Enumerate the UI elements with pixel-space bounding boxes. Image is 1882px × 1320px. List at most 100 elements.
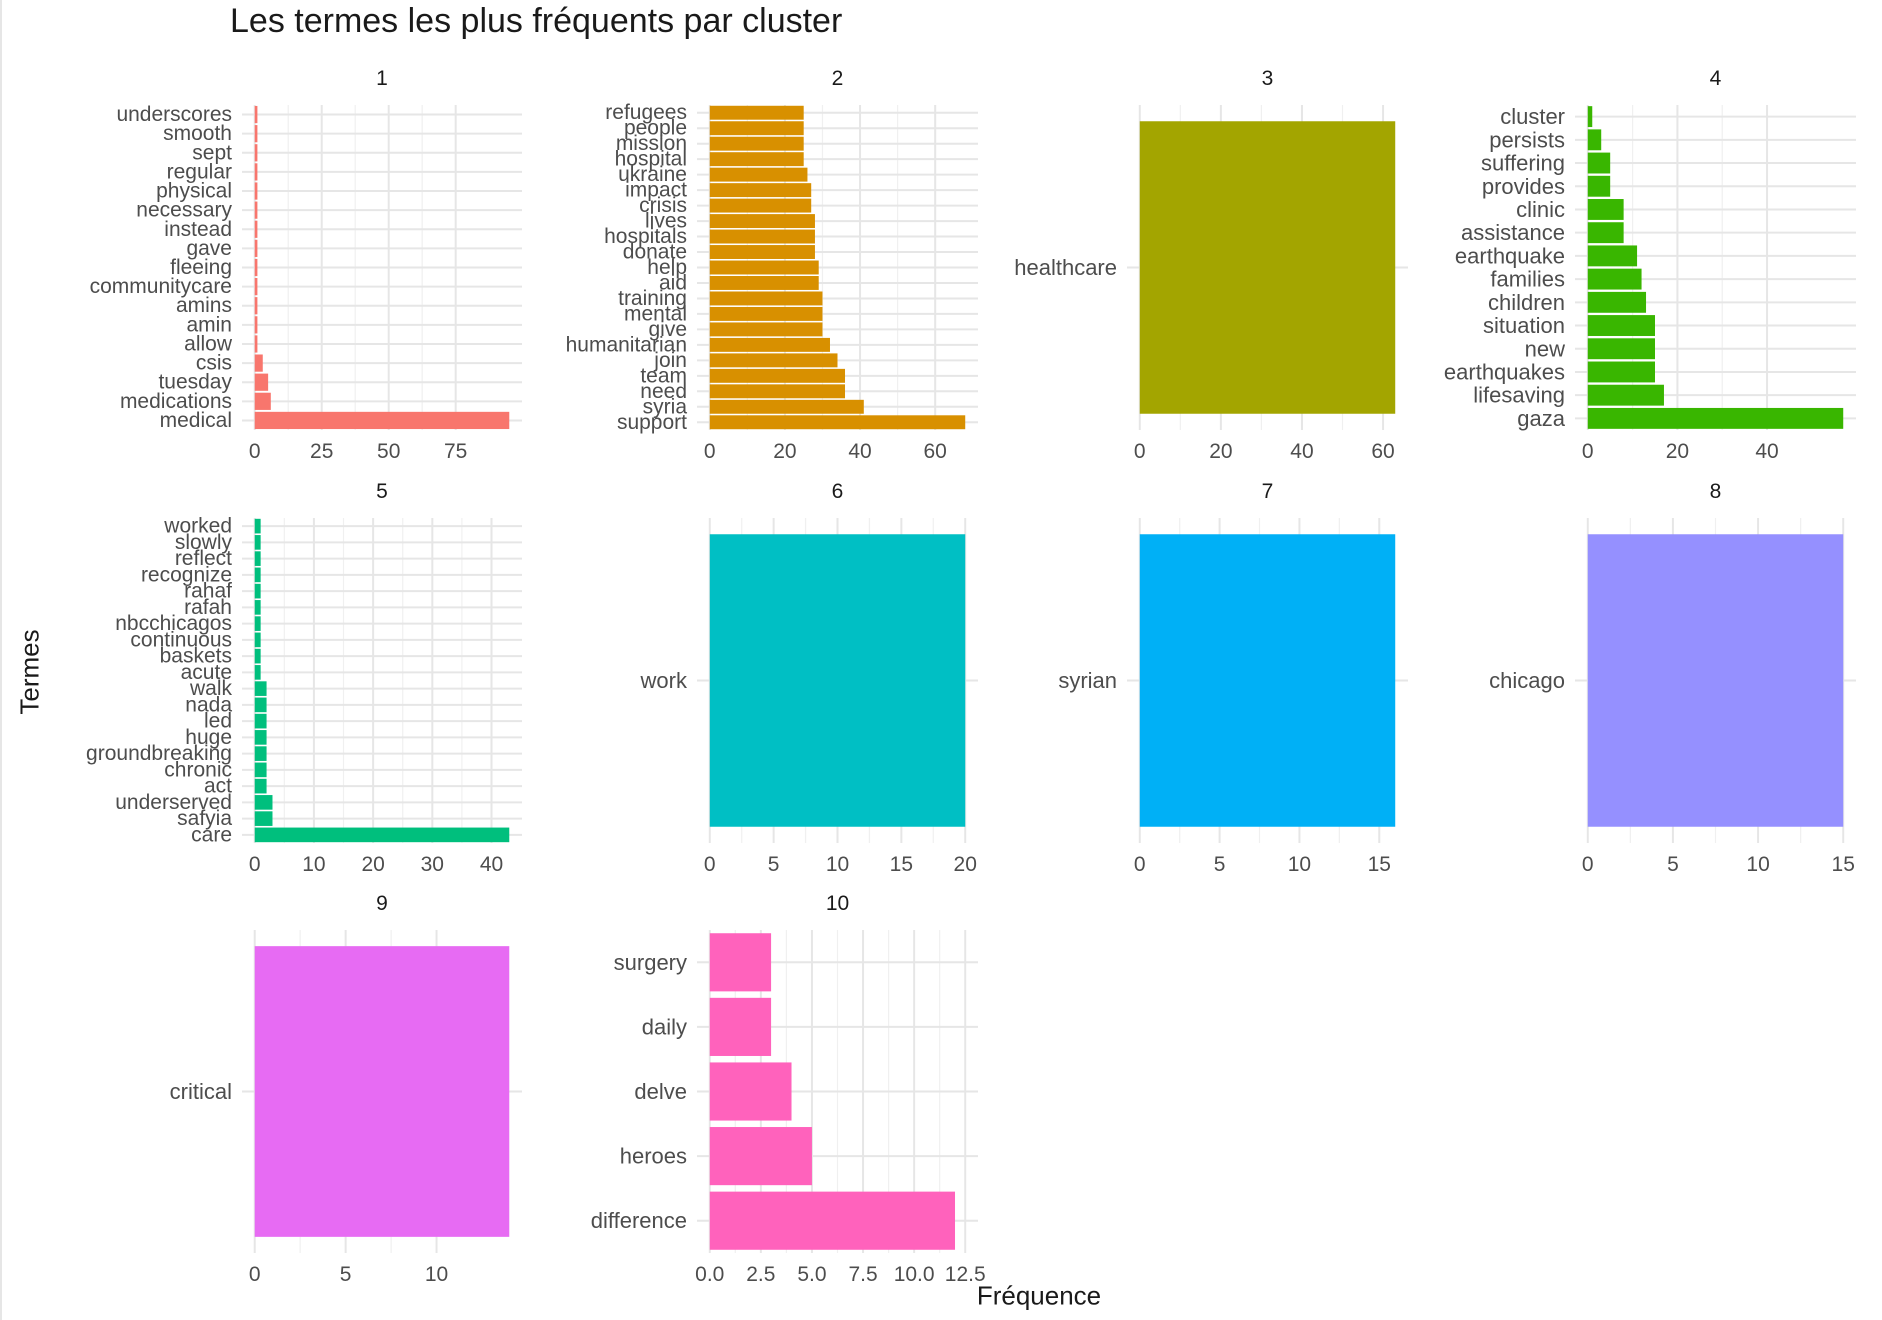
x-tick-label: 0 [1134, 853, 1146, 876]
category-tick-label: rahaf [184, 580, 232, 603]
bar [1587, 534, 1844, 827]
x-tick-label: 5 [1214, 853, 1226, 876]
category-tick-label: regular [167, 160, 232, 183]
category-tick-label: rafah [184, 596, 232, 619]
x-tick-label: 0 [249, 1263, 261, 1286]
category-tick-label: act [204, 775, 232, 798]
x-tick-label: 0 [249, 440, 261, 463]
facet-panel-7: syrian 0 5 10 15 7 [1058, 480, 1408, 876]
x-tick-label: 20 [1209, 440, 1232, 463]
bar [709, 384, 846, 399]
category-tick-label: families [1490, 267, 1565, 292]
category-tick-label: hospitals [604, 225, 687, 248]
category-tick-label: need [640, 380, 687, 403]
facet-panel-3: healthcare 0 20 40 60 3 [1014, 67, 1408, 463]
bar [254, 535, 261, 550]
x-tick-label: 30 [421, 853, 444, 876]
x-tick-label: 5 [768, 853, 780, 876]
category-tick-label: mission [616, 132, 687, 155]
bar [709, 245, 815, 259]
y-axis-title: Termes [14, 629, 45, 715]
x-tick-label: 75 [444, 440, 467, 463]
category-tick-label: underscores [116, 103, 232, 126]
bar [254, 730, 267, 745]
bar [1587, 129, 1602, 151]
x-tick-label: 0 [249, 853, 261, 876]
category-tick-label: sept [192, 141, 232, 164]
category-tick-label: daily [642, 1014, 687, 1039]
x-tick-label: 0 [704, 853, 716, 876]
bar [709, 337, 830, 352]
bar [254, 665, 261, 680]
bar [1587, 407, 1844, 429]
bar [254, 278, 258, 296]
category-tick-label: lives [645, 210, 687, 233]
category-tick-label: recognize [141, 563, 232, 586]
category-tick-label: amin [186, 313, 232, 336]
bar [709, 306, 823, 321]
x-tick-label: 10 [425, 1263, 448, 1286]
category-tick-label: huge [185, 726, 232, 749]
x-tick-label: 20 [1666, 440, 1689, 463]
x-tick-label: 10 [826, 853, 849, 876]
facet-strip-label: 6 [832, 480, 844, 503]
bar [709, 399, 864, 414]
category-tick-label: instead [164, 218, 232, 241]
category-tick-label: communitycare [90, 275, 232, 298]
x-tick-label: 20 [361, 853, 384, 876]
bar [254, 795, 273, 810]
category-tick-label: support [617, 411, 687, 434]
x-tick-label: 50 [377, 440, 400, 463]
bar [709, 152, 804, 167]
x-tick-label: 40 [1290, 440, 1313, 463]
facet-strip-label: 3 [1262, 67, 1274, 90]
category-tick-label: hospital [615, 148, 687, 171]
category-tick-label: people [624, 117, 687, 140]
category-tick-label: safyia [177, 807, 232, 830]
category-tick-label: provides [1482, 174, 1565, 199]
bar [254, 778, 267, 794]
bar [254, 762, 267, 778]
facet-strip-label: 7 [1262, 480, 1274, 503]
bar [709, 121, 804, 136]
facet-panel-8: chicago 0 5 10 15 8 [1489, 480, 1856, 876]
category-tick-label: join [653, 349, 687, 372]
x-tick-label: 7.5 [848, 1263, 877, 1286]
bar [254, 373, 269, 391]
category-tick-label: chicago [1489, 668, 1565, 693]
category-tick-label: donate [623, 241, 687, 264]
category-tick-label: chronic [164, 758, 232, 781]
facet-panel-6: work 0 5 10 15 20 6 [640, 480, 978, 876]
x-tick-label: 15 [890, 853, 913, 876]
category-tick-label: continuous [130, 628, 232, 651]
bar [1587, 245, 1638, 267]
category-tick-label: difference [591, 1208, 687, 1233]
bar [254, 827, 510, 843]
x-tick-label: 0 [1582, 440, 1594, 463]
category-tick-label: groundbreaking [86, 742, 232, 765]
bar [1587, 152, 1611, 174]
bar [254, 354, 263, 372]
category-tick-label: assistance [1461, 220, 1565, 245]
bar [709, 214, 815, 229]
facet-panel-4: gazalifesavingearthquakesnewsituationchi… [1444, 67, 1856, 463]
facet-panel-10: difference heroes delve daily surgery 0.0 2.5 5… [591, 892, 986, 1286]
category-tick-label: necessary [136, 199, 232, 222]
x-tick-label: 0.0 [695, 1263, 724, 1286]
chart-title: Les termes les plus fréquents par cluste… [230, 2, 843, 40]
category-tick-label: fleeing [170, 256, 232, 279]
x-tick-label: 0 [704, 440, 716, 463]
category-tick-label: nbcchicagos [115, 612, 232, 635]
category-tick-label: acute [181, 661, 232, 684]
bar [709, 1062, 792, 1121]
bar [254, 648, 261, 664]
category-tick-label: smooth [163, 122, 232, 145]
facet-strip-label: 2 [832, 67, 844, 90]
bar [254, 105, 258, 124]
category-tick-label: gave [186, 237, 232, 260]
bar [1587, 361, 1655, 383]
bar [254, 681, 267, 696]
category-tick-label: nada [185, 693, 232, 716]
category-tick-label: ukraine [618, 163, 687, 186]
